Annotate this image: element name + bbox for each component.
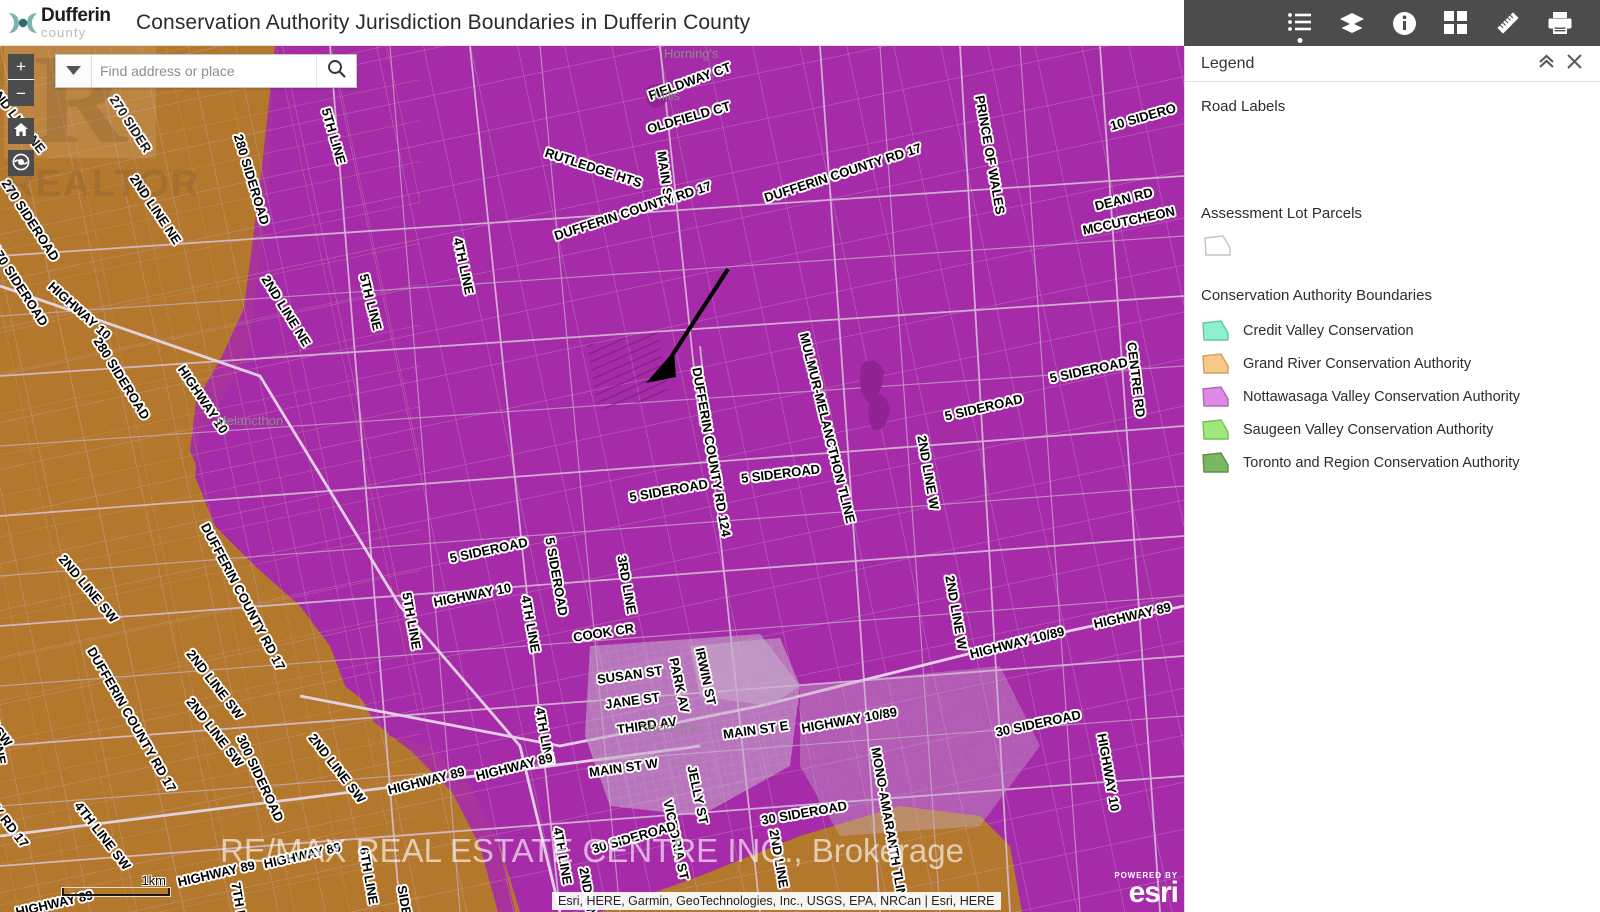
info-icon (1392, 11, 1417, 36)
legend-group-title: Assessment Lot Parcels (1201, 205, 1362, 222)
zoom-out-button[interactable]: − (8, 80, 34, 106)
map-graphics (0, 46, 1184, 912)
home-icon (13, 122, 29, 140)
legend-collapse-button[interactable] (1532, 50, 1560, 78)
legend-item-label: Credit Valley Conservation (1243, 322, 1414, 339)
map-navigation-controls: + − (8, 54, 34, 176)
esri-powered-by-label: POWERED BY (1114, 871, 1178, 880)
legend-group-spacer (1201, 125, 1584, 183)
list-icon (1287, 11, 1313, 35)
about-tool-button[interactable] (1378, 0, 1430, 46)
zoom-in-button[interactable]: + (8, 54, 34, 80)
app-header: Dufferin county Conservation Authority J… (0, 0, 1184, 46)
legend-swatch-icon (1201, 385, 1235, 409)
legend-swatch-icon (1203, 234, 1237, 258)
logo-wordmark: Dufferin (41, 5, 111, 26)
dufferin-county-logo: Dufferin county (0, 1, 128, 45)
layers-icon (1339, 11, 1365, 35)
legend-group: Assessment Lot Parcels (1201, 205, 1584, 281)
legend-item: Toronto and Region Conservation Authorit… (1201, 446, 1584, 479)
printer-icon (1547, 11, 1573, 35)
legend-item-label: Saugeen Valley Conservation Authority (1243, 421, 1494, 438)
legend-header: Legend (1185, 46, 1600, 82)
ruler-icon (1495, 10, 1521, 36)
legend-swatch-icon (1201, 418, 1235, 442)
legend-item: Saugeen Valley Conservation Authority (1201, 413, 1584, 446)
urban-area-shelburne (585, 634, 1040, 836)
esri-brand-label: esri (1128, 876, 1179, 909)
legend-tool-button[interactable] (1274, 0, 1326, 46)
map-attribution: Esri, HERE, Garmin, GeoTechnologies, Inc… (552, 892, 1001, 910)
legend-item-label: Toronto and Region Conservation Authorit… (1243, 454, 1520, 471)
locate-button[interactable] (8, 150, 34, 176)
legend-group: Road Labels (1201, 98, 1584, 199)
logo-subwordmark: county (41, 25, 87, 40)
locate-icon (12, 153, 30, 174)
basemap-tool-button[interactable] (1430, 0, 1482, 46)
legend-item-label: Grand River Conservation Authority (1243, 355, 1472, 372)
legend-group-title: Road Labels (1201, 98, 1286, 115)
print-tool-button[interactable] (1534, 0, 1586, 46)
legend-group-title: Conservation Authority Boundaries (1201, 287, 1432, 304)
search-submit-button[interactable] (316, 55, 356, 87)
chevron-down-icon (66, 62, 81, 80)
legend-item: Grand River Conservation Authority (1201, 347, 1584, 380)
layers-tool-button[interactable] (1326, 0, 1378, 46)
legend-swatch-icon (1201, 319, 1235, 343)
legend-item: Credit Valley Conservation (1201, 314, 1584, 347)
legend-close-button[interactable] (1560, 50, 1588, 78)
search-category-dropdown[interactable] (56, 55, 92, 87)
legend-group: Conservation Authority Boundaries Credit … (1201, 287, 1584, 479)
legend-swatch-icon (1201, 352, 1235, 376)
measure-tool-button[interactable] (1482, 0, 1534, 46)
page-title: Conservation Authority Jurisdiction Boun… (136, 10, 751, 34)
legend-group-gap (1201, 183, 1584, 199)
search-input[interactable] (92, 55, 316, 87)
legend-swatch-icon (1201, 451, 1235, 475)
close-icon (1566, 53, 1583, 75)
scale-bar-line (62, 888, 170, 896)
top-toolbar (1184, 0, 1600, 46)
active-indicator-dot (1297, 38, 1303, 43)
legend-title: Legend (1201, 54, 1255, 72)
dufferin-logo-icon (6, 8, 40, 38)
search-widget[interactable] (55, 54, 357, 88)
chevron-up-icon (1537, 52, 1556, 76)
legend-item-label: Nottawasaga Valley Conservation Authorit… (1243, 388, 1520, 405)
legend-panel: Legend Road Labels Assessment Lo (1184, 46, 1600, 912)
legend-item (1201, 232, 1584, 265)
search-icon (327, 59, 346, 83)
highlighted-parcel (586, 332, 670, 410)
scale-bar: 1km (62, 873, 170, 896)
legend-content: Road Labels Assessment Lot Parcels Conserv… (1185, 82, 1600, 485)
grid-icon (1444, 11, 1468, 35)
legend-item: Nottawasaga Valley Conservation Authorit… (1201, 380, 1584, 413)
esri-logo: POWERED BY esri (1114, 871, 1179, 909)
home-button[interactable] (8, 118, 34, 144)
legend-group-gap (1201, 265, 1584, 281)
scale-bar-label: 1km (141, 873, 166, 888)
